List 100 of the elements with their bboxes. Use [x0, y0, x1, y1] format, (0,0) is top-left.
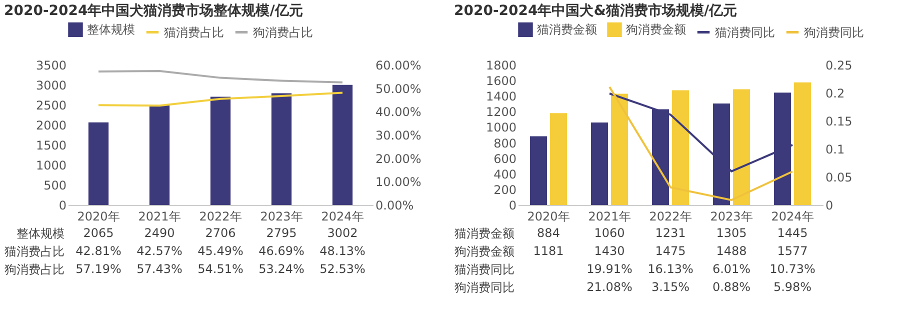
text: 猫消费金额	[454, 226, 514, 240]
data-label: 1231	[655, 226, 686, 240]
line-series	[98, 70, 344, 84]
legend-label: 猫消费同比	[715, 25, 775, 40]
data-label: 46.69%	[258, 244, 304, 258]
y2-tick-label: 30.00%	[376, 128, 422, 142]
data-label: 1577	[777, 244, 808, 258]
y-tick-label: 1500	[36, 138, 66, 152]
legend-label: 猫消费金额	[537, 22, 597, 37]
chart-title: 2020-2024年中国犬猫消费市场整体规模/亿元	[4, 2, 303, 19]
data-label: 21.08%	[586, 280, 632, 294]
chart-title: 2020-2024年中国犬&猫消费市场规模/亿元	[454, 2, 738, 19]
y-tick-label: 1800	[486, 58, 516, 72]
data-label: 2065	[83, 226, 114, 240]
y2-tick-label: 0.25	[826, 58, 852, 72]
y-tick-label: 1000	[486, 120, 516, 135]
bar	[530, 136, 547, 205]
bar	[591, 122, 608, 205]
y2-tick-label: 0	[826, 198, 834, 212]
x-tick-label: 2023年	[260, 210, 303, 224]
y2-tick-label: 20.00%	[376, 152, 422, 166]
x-tick-label: 2024年	[321, 210, 364, 224]
y-tick-label: 400	[494, 167, 516, 182]
y-tick-label: 500	[44, 178, 66, 192]
data-label: 2795	[266, 226, 297, 240]
y-tick-label: 3000	[36, 78, 66, 92]
data-label: 5.98%	[773, 280, 812, 294]
data-label: 1181	[533, 244, 564, 258]
y2-tick-label: 0.15	[826, 114, 852, 128]
bar	[88, 122, 109, 205]
data-label: 884	[537, 226, 560, 240]
bar	[271, 93, 292, 205]
y-tick-label: 800	[494, 136, 516, 150]
y2-tick-label: 60.00%	[376, 58, 422, 72]
legend-label: 狗消费占比	[253, 25, 313, 40]
x-tick-label: 2021年	[138, 210, 181, 224]
text: 整体规模	[16, 226, 64, 240]
y-tick-label: 200	[494, 182, 516, 197]
y2-tick-label: 0.2	[826, 86, 845, 100]
data-label: 42.81%	[76, 244, 122, 258]
data-label: 42.57%	[136, 244, 182, 258]
data-label: 3.15%	[651, 280, 690, 294]
data-label: 0.88%	[712, 280, 751, 294]
x-tick-label: 2022年	[649, 210, 692, 224]
data-label: 2490	[144, 226, 175, 240]
x-tick-label: 2024年	[771, 210, 814, 224]
data-label: 57.43%	[136, 262, 182, 276]
data-label: 6.01%	[712, 262, 751, 276]
y-tick-label: 2000	[36, 118, 66, 132]
legend-label: 猫消费占比	[164, 25, 224, 40]
bar	[332, 84, 353, 205]
x-tick-label: 2022年	[199, 210, 242, 224]
x-tick-label: 2020年	[77, 210, 120, 224]
bar	[149, 105, 170, 205]
bar	[550, 113, 567, 205]
y-tick-label: 1400	[486, 90, 516, 104]
x-tick-label: 2020年	[527, 210, 570, 224]
text: 狗消费同比	[454, 280, 514, 294]
legend-label: 狗消费金额	[626, 22, 686, 37]
y-tick-label: 3500	[36, 58, 66, 72]
data-label: 16.13%	[648, 262, 694, 276]
text: 猫消费占比	[4, 244, 64, 258]
data-label: 54.51%	[198, 262, 244, 276]
data-label: 1475	[655, 244, 686, 258]
y2-tick-label: 10.00%	[376, 175, 422, 190]
y-tick-label: 2500	[36, 98, 66, 112]
y-tick-label: 0	[508, 198, 516, 212]
data-label: 57.19%	[76, 262, 122, 276]
legend-label: 狗消费同比	[804, 25, 864, 40]
data-label: 19.91%	[586, 262, 632, 276]
data-label: 45.49%	[198, 244, 244, 258]
data-label: 1060	[594, 226, 625, 240]
bar	[210, 96, 231, 205]
y2-tick-label: 0.00%	[376, 198, 414, 212]
data-label: 1445	[777, 226, 808, 240]
y2-tick-label: 40.00%	[376, 105, 422, 120]
line-series	[98, 92, 344, 107]
data-label: 52.53%	[320, 262, 366, 276]
data-label: 1430	[594, 244, 625, 258]
text: 狗消费金额	[454, 244, 514, 258]
data-label: 48.13%	[320, 244, 366, 258]
y-tick-label: 0	[58, 198, 66, 212]
data-label: 3002	[327, 226, 358, 240]
data-label: 53.24%	[258, 262, 304, 276]
y-tick-label: 1000	[36, 158, 66, 172]
y2-tick-label: 0.05	[826, 170, 852, 184]
y2-tick-label: 0.1	[826, 142, 845, 156]
data-label: 1488	[716, 244, 747, 258]
legend-label: 整体规模	[87, 22, 135, 37]
data-label: 1305	[716, 226, 747, 240]
x-tick-label: 2023年	[710, 210, 753, 224]
y2-tick-label: 50.00%	[376, 82, 422, 96]
y-tick-label: 1600	[486, 74, 516, 88]
y-tick-label: 600	[494, 152, 516, 166]
text: 猫消费同比	[454, 262, 514, 276]
data-label: 10.73%	[770, 262, 816, 276]
text: 狗消费占比	[4, 262, 64, 276]
y-tick-label: 1200	[486, 105, 516, 120]
data-label: 2706	[205, 226, 236, 240]
x-tick-label: 2021年	[588, 210, 631, 224]
